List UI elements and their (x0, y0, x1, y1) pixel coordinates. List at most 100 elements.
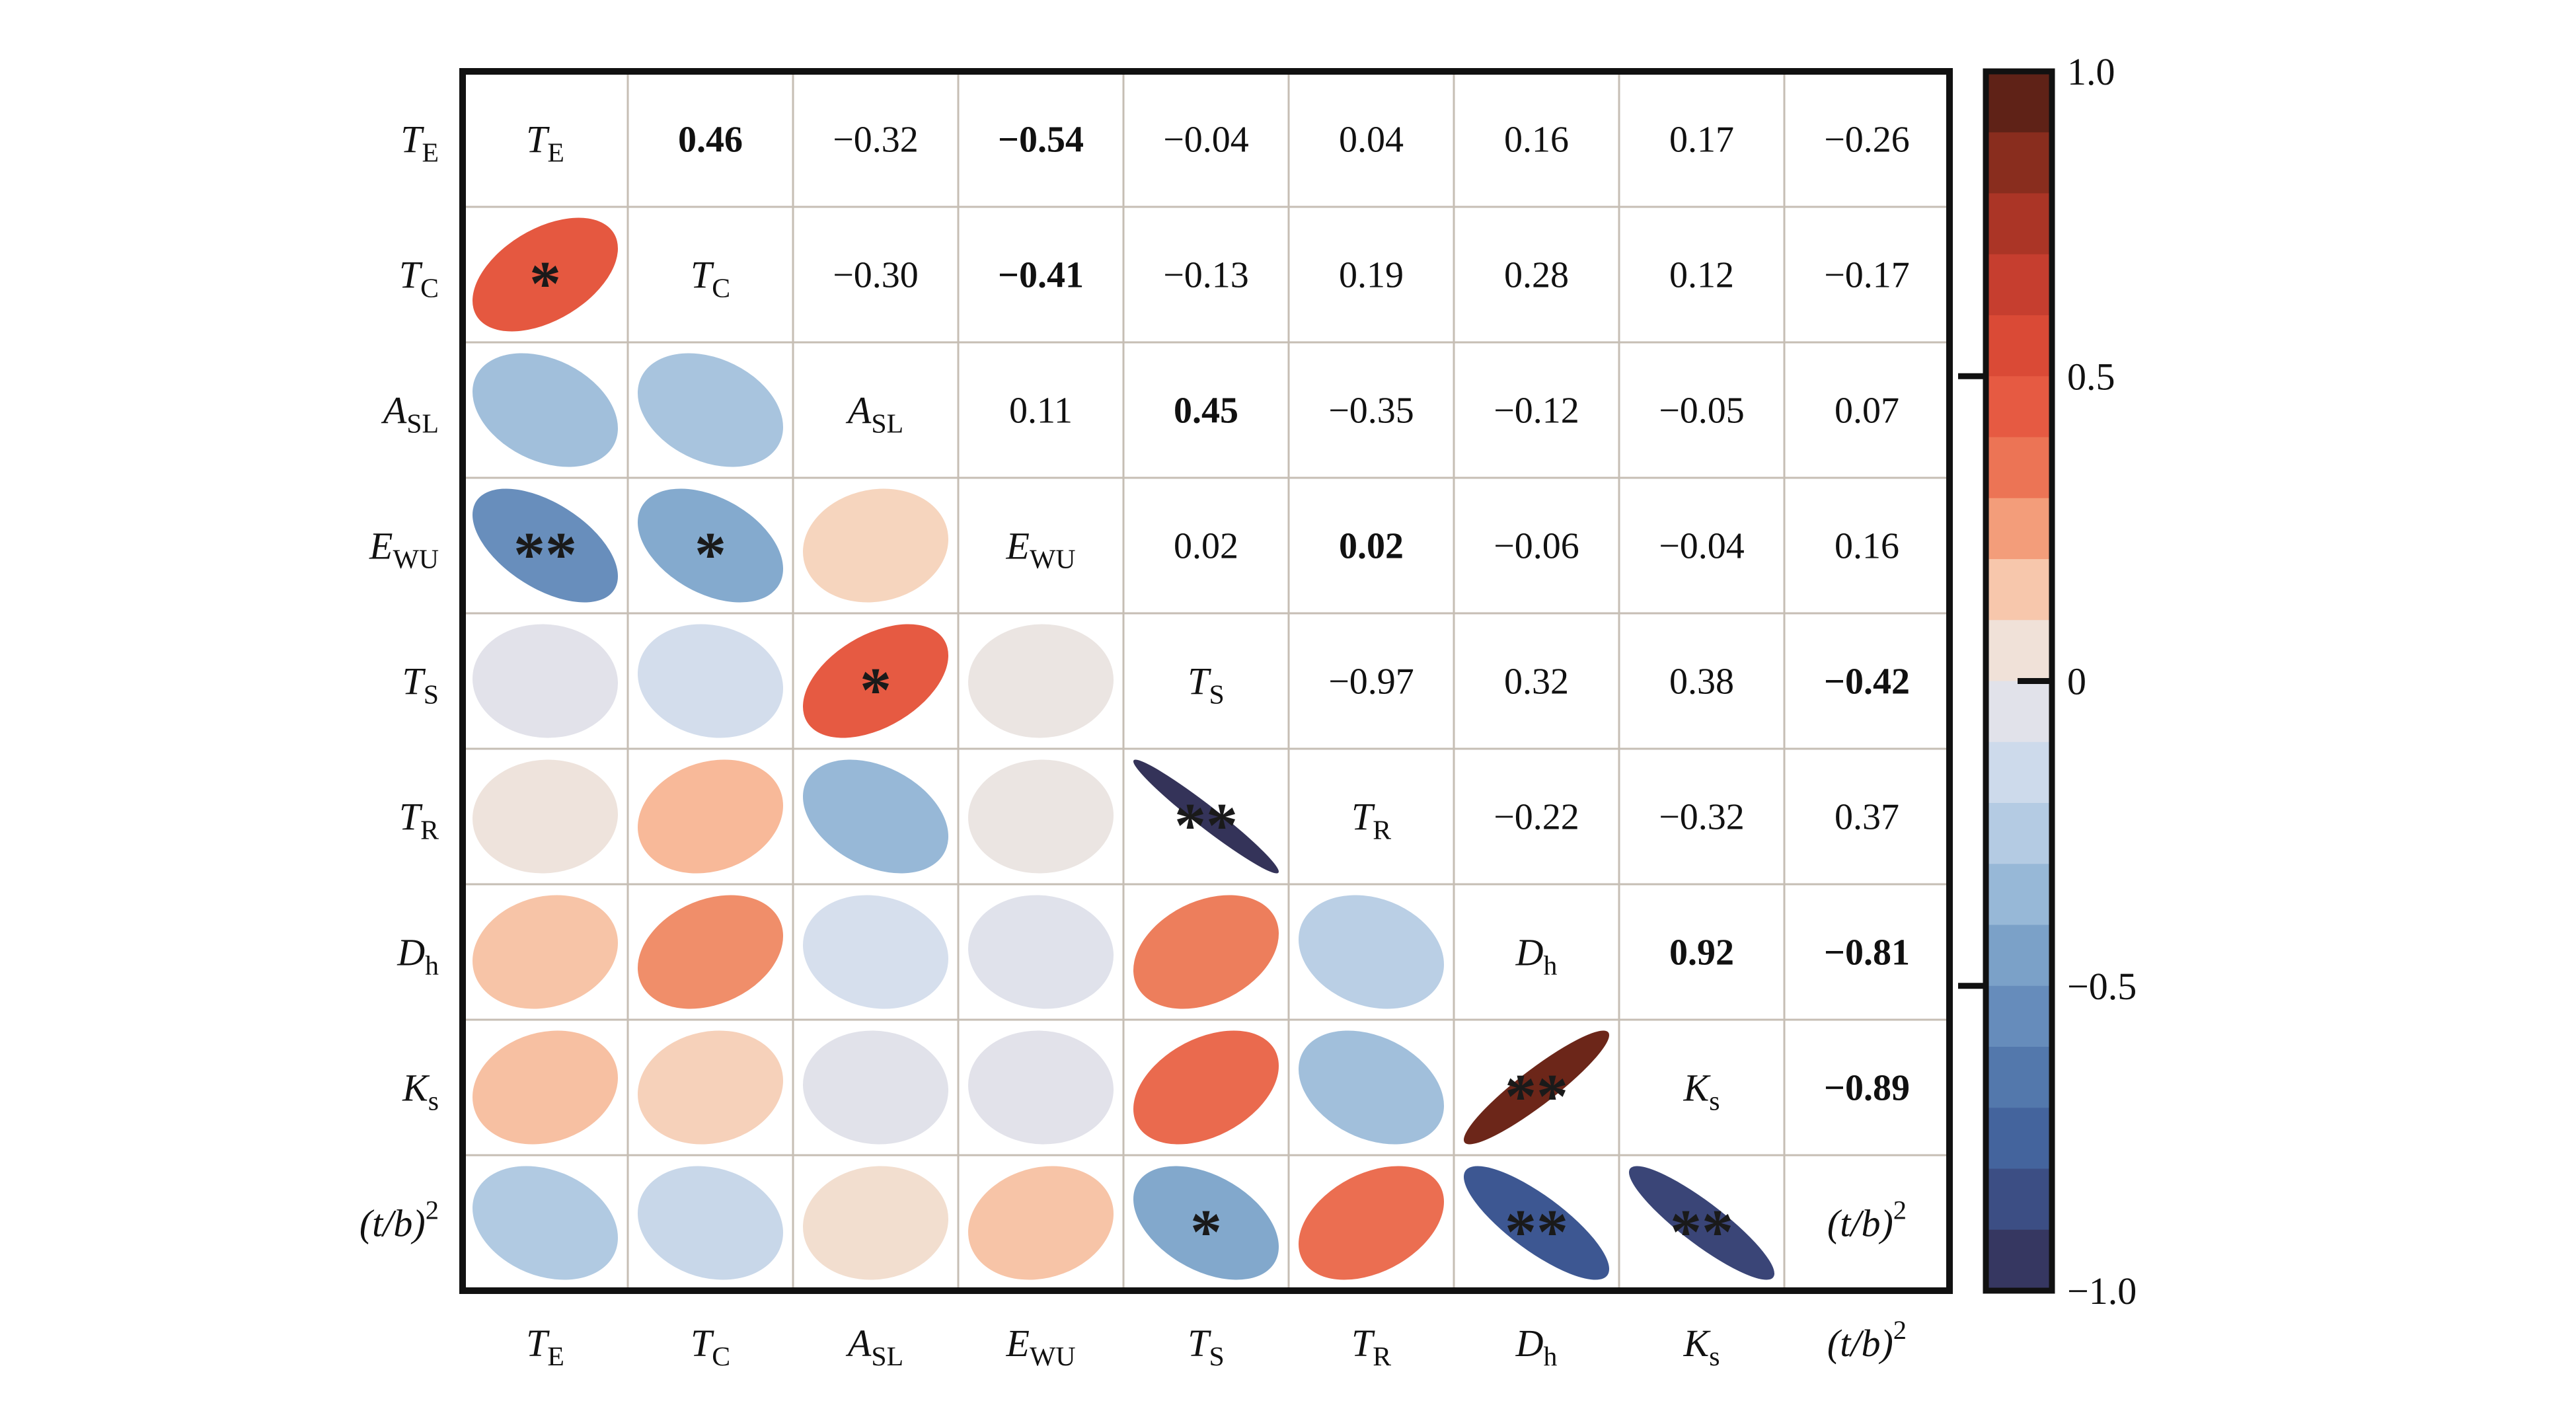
corr-value: −0.05 (1659, 391, 1745, 432)
corr-value: −0.26 (1824, 120, 1910, 161)
corr-value: −0.89 (1824, 1068, 1910, 1109)
diagonal-label: Ks (1683, 1067, 1720, 1117)
corr-value: 0.12 (1669, 255, 1734, 296)
corr-ellipse (1299, 895, 1444, 1009)
row-label: Dh (397, 931, 439, 981)
corr-ellipse (968, 624, 1114, 738)
corr-value: −0.41 (998, 255, 1084, 296)
corr-value: −0.81 (1824, 932, 1910, 973)
corr-value: 0.17 (1669, 120, 1734, 161)
corr-value: −0.97 (1328, 662, 1414, 702)
corr-ellipse (803, 488, 948, 603)
row-label: TS (402, 660, 439, 710)
ellipse-lower-triangle (473, 217, 1774, 1280)
corr-value: −0.42 (1824, 662, 1910, 702)
corr-ellipse (803, 1030, 948, 1145)
significance-stars: * (695, 519, 726, 590)
corr-ellipse (473, 353, 618, 467)
row-label: Ks (402, 1067, 439, 1117)
corr-ellipse (473, 217, 618, 332)
diagonal-label: TS (1188, 660, 1225, 710)
row-label: TE (400, 118, 439, 169)
diagonal-label: TC (691, 254, 730, 304)
corr-value: 0.16 (1835, 526, 1899, 567)
matrix-gridlines (463, 71, 1950, 1291)
significance-stars: ** (513, 519, 577, 590)
colorbar-tick-label: 1.0 (2067, 50, 2115, 93)
corr-value: 0.11 (1009, 391, 1073, 432)
significance-stars: * (529, 248, 561, 319)
col-label: Dh (1515, 1322, 1558, 1372)
colorbar-tick-label: 0 (2067, 660, 2086, 703)
corr-value: 0.02 (1174, 526, 1238, 567)
corr-value: 0.92 (1669, 932, 1734, 973)
significance-stars: * (860, 655, 891, 726)
row-label: TC (399, 254, 439, 304)
corr-ellipse (638, 895, 783, 1009)
value-upper-triangle: 0.46 −0.32 −0.54 −0.04 0.04 0.16 0.17 −0.26 −0.3… (678, 120, 1910, 1109)
matrix-border (459, 68, 1953, 1294)
diagonal-label: ASL (845, 389, 903, 439)
col-label: TE (526, 1322, 564, 1372)
significance-stars: ** (1505, 1061, 1568, 1132)
col-label: TR (1351, 1322, 1391, 1372)
colorbar-tick-labels: 1.0 0.5 0 −0.5 −1.0 (2067, 50, 2137, 1312)
corr-value: 0.32 (1504, 662, 1569, 702)
diagonal-label: TR (1351, 796, 1391, 846)
corr-ellipse (638, 1030, 783, 1145)
corr-ellipse (1133, 1030, 1279, 1145)
significance-stars: ** (1670, 1197, 1733, 1268)
corr-ellipse (638, 488, 783, 603)
corr-ellipse (968, 1166, 1114, 1280)
significance-stars: * (1190, 1197, 1222, 1268)
corr-value: −0.30 (833, 255, 919, 296)
corr-ellipse (1299, 1166, 1444, 1280)
col-label: TC (691, 1322, 730, 1372)
corr-ellipse (1464, 1030, 1609, 1145)
corr-value: 0.38 (1669, 662, 1734, 702)
corr-value: 0.07 (1835, 391, 1899, 432)
row-label: ASL (381, 389, 439, 439)
corr-value: −0.32 (833, 120, 919, 161)
corr-ellipse (638, 353, 783, 467)
corr-ellipse (1464, 1166, 1609, 1280)
col-label: ASL (845, 1322, 903, 1372)
corr-value: 0.28 (1504, 255, 1569, 296)
diagonal-label: (t/b)2 (1827, 1195, 1907, 1244)
corr-ellipse (968, 1030, 1114, 1145)
corr-ellipse (473, 759, 618, 874)
diagonal-label: Dh (1515, 931, 1558, 981)
corr-ellipse (473, 895, 618, 1009)
corr-ellipse (803, 624, 948, 738)
corr-value: 0.45 (1174, 391, 1238, 432)
col-label: (t/b)2 (1827, 1315, 1907, 1365)
corr-value: 0.19 (1339, 255, 1404, 296)
colorbar-tick-label: −1.0 (2067, 1270, 2137, 1312)
corr-ellipse (638, 1166, 783, 1280)
corr-value: 0.46 (678, 120, 743, 161)
y-axis-labels: TE TC ASL EWU TS TR Dh Ks (t/b)2 (360, 118, 439, 1245)
corr-ellipse (1629, 1166, 1774, 1280)
corr-value: −0.54 (998, 120, 1084, 161)
significance-layer: *** ********* ** (513, 248, 1733, 1268)
diagonal-labels: TE TC ASL EWU TS TR Dh Ks (t/b)2 (526, 118, 1907, 1245)
corr-ellipse (803, 895, 948, 1009)
corr-value: −0.32 (1659, 797, 1745, 838)
row-label: (t/b)2 (360, 1195, 439, 1244)
x-axis-labels: TE TC ASL EWU TS TR Dh Ks (t/b)2 (526, 1315, 1907, 1372)
significance-stars: ** (1505, 1197, 1568, 1268)
colorbar-tick-label: 0.5 (2067, 355, 2115, 398)
row-label: EWU (369, 525, 439, 575)
corr-value: 0.04 (1339, 120, 1404, 161)
corr-ellipse (1133, 895, 1279, 1009)
corr-ellipse (1133, 1166, 1279, 1280)
corr-value: −0.35 (1328, 391, 1414, 432)
corr-ellipse (968, 895, 1114, 1009)
corr-value: 0.02 (1339, 526, 1404, 567)
corr-ellipse (473, 624, 618, 738)
diagonal-label: EWU (1006, 525, 1076, 575)
col-label: TS (1188, 1322, 1225, 1372)
corr-ellipse (803, 759, 948, 874)
